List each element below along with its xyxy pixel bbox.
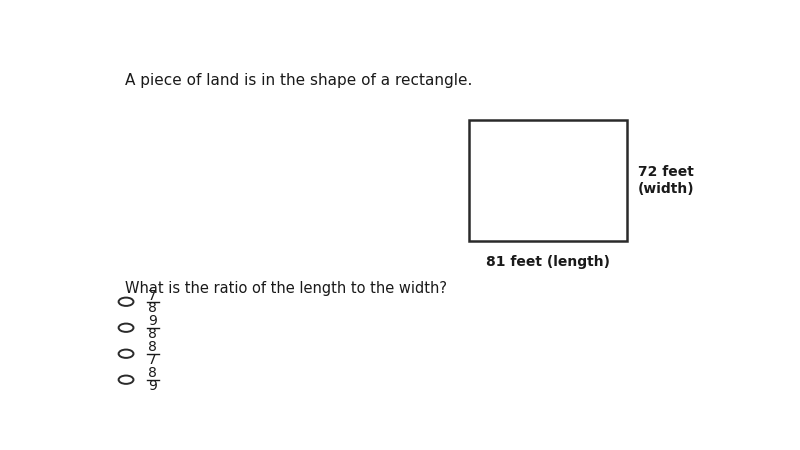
Circle shape [118, 324, 134, 332]
Text: 72 feet
(width): 72 feet (width) [638, 165, 694, 196]
Text: A piece of land is in the shape of a rectangle.: A piece of land is in the shape of a rec… [125, 73, 472, 88]
Text: 7: 7 [148, 288, 157, 302]
Bar [469, 120, 627, 241]
Text: What is the ratio of the length to the width?: What is the ratio of the length to the w… [125, 281, 446, 296]
Circle shape [118, 376, 134, 384]
Text: 8: 8 [148, 327, 157, 341]
Text: 9: 9 [148, 379, 157, 393]
Text: 9: 9 [148, 315, 157, 328]
Text: 8: 8 [148, 366, 157, 380]
Text: 8: 8 [148, 301, 157, 315]
Text: 81 feet (length): 81 feet (length) [486, 255, 610, 269]
Circle shape [118, 297, 134, 306]
Text: 8: 8 [148, 341, 157, 355]
Circle shape [118, 350, 134, 358]
Text: 7: 7 [148, 353, 157, 367]
